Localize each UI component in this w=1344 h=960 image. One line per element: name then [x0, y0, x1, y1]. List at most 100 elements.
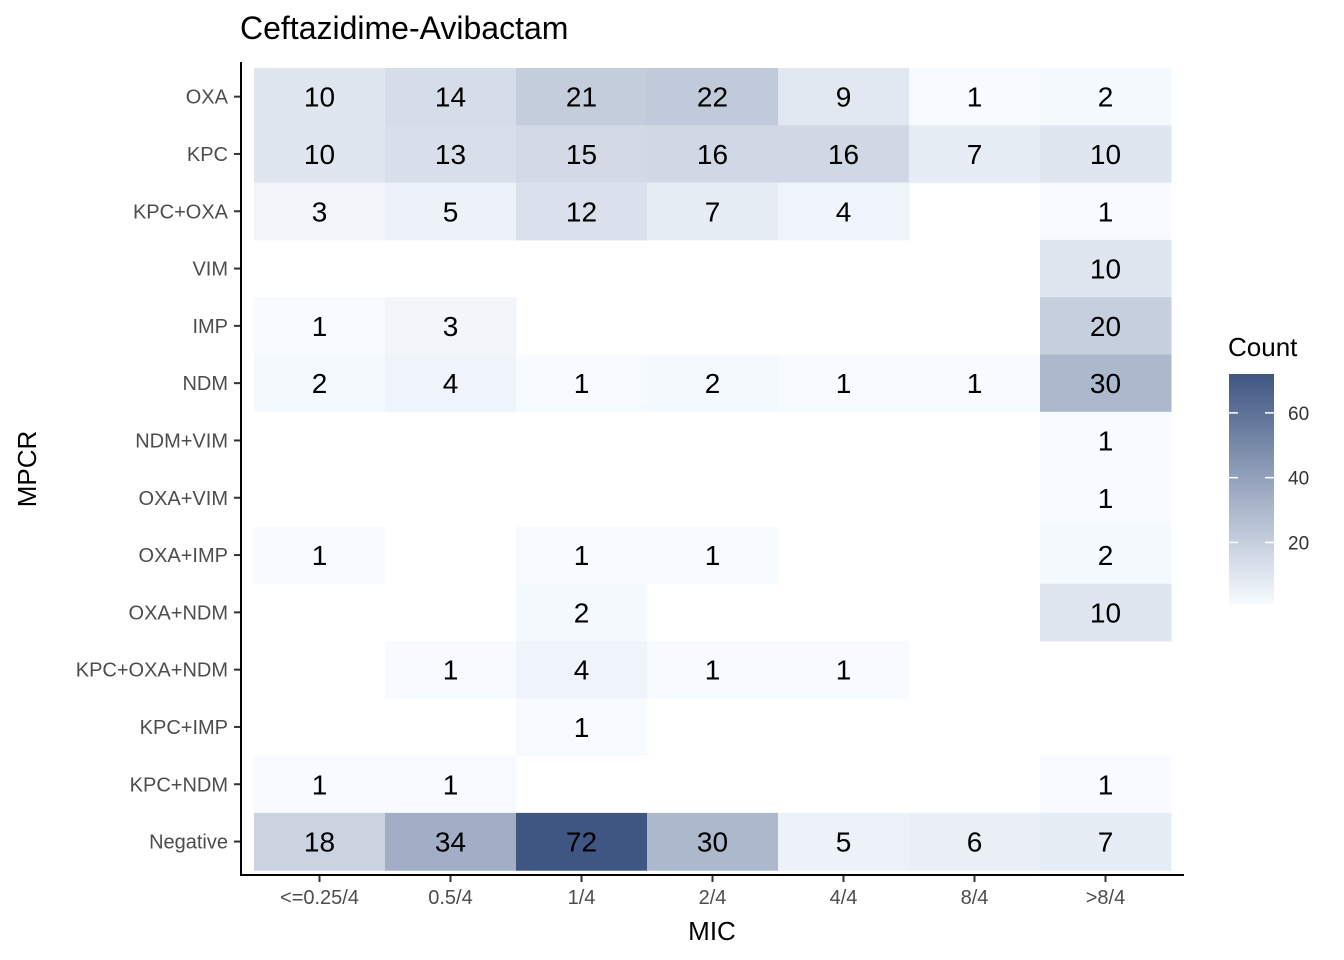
cell-value-label: 12	[566, 196, 597, 227]
heatmap-cell	[254, 297, 386, 355]
cell-value-label: 5	[836, 827, 852, 858]
cell-value-label: 30	[1090, 368, 1121, 399]
heatmap-cell	[385, 812, 517, 871]
y-tick-label: IMP	[192, 316, 228, 338]
cell-value-label: 1	[574, 540, 590, 571]
heatmap-cell	[1040, 354, 1172, 413]
cell-value-label: 20	[1090, 311, 1121, 342]
color-legend: Count 20 40 60	[1228, 332, 1309, 604]
heatmap-cell	[254, 526, 386, 585]
heatmap-cell	[385, 641, 517, 699]
x-tick-label: 0.5/4	[428, 887, 472, 909]
y-tick-label: OXA+VIM	[139, 488, 228, 510]
cell-value-label: 1	[836, 368, 852, 399]
cell-value-label: 1	[1098, 483, 1114, 514]
heatmap-cell	[778, 68, 910, 126]
cell-value-label: 14	[435, 82, 466, 113]
heatmap-cell	[647, 526, 779, 585]
heatmap-cell	[909, 68, 1041, 126]
heatmap-cell	[1040, 125, 1172, 184]
heatmap-cell	[1040, 469, 1172, 527]
legend-ticks: 20 40 60	[1229, 404, 1309, 554]
heatmap-cell	[385, 125, 517, 184]
heatmap-cell	[516, 125, 648, 184]
heatmap-cell	[516, 526, 648, 585]
x-axis-title: MIC	[688, 916, 736, 946]
x-tick-label: <=0.25/4	[280, 887, 359, 909]
cell-value-label: 72	[566, 827, 597, 858]
heatmap-cell	[1040, 812, 1172, 871]
heatmap-cell	[778, 182, 910, 241]
cell-value-label: 2	[312, 368, 328, 399]
heatmap-cell	[909, 125, 1041, 184]
heatmap-cell	[909, 354, 1041, 413]
y-tick-label: OXA	[186, 87, 229, 109]
cell-value-label: 1	[574, 368, 590, 399]
cell-value-label: 1	[967, 82, 983, 113]
chart-title: Ceftazidime-Avibactam	[240, 10, 568, 46]
y-axis-title: MPCR	[12, 431, 42, 508]
cell-value-label: 10	[1090, 139, 1121, 170]
cell-value-label: 1	[443, 769, 459, 800]
y-tick-label: KPC+OXA	[133, 201, 229, 223]
heatmap-cell	[516, 641, 648, 699]
cell-value-label: 2	[1098, 82, 1114, 113]
heatmap-cell	[1040, 755, 1172, 814]
x-axis: <=0.25/4 0.5/4 1/4 2/4 4/4 8/4 >8/4	[240, 874, 1184, 909]
heatmap-cell	[647, 68, 779, 126]
heatmap-cell	[1040, 182, 1172, 241]
cell-value-label: 30	[697, 827, 728, 858]
cell-value-label: 10	[1090, 254, 1121, 285]
cell-value-label: 4	[574, 655, 590, 686]
heatmap-cell	[254, 182, 386, 241]
heatmap-cell	[516, 182, 648, 241]
cell-value-label: 1	[705, 540, 721, 571]
cell-value-label: 1	[574, 712, 590, 743]
cell-value-label: 2	[1098, 540, 1114, 571]
heatmap-cell	[1040, 68, 1172, 126]
legend-tick-label: 40	[1288, 469, 1309, 490]
cell-value-label: 10	[304, 82, 335, 113]
cell-value-label: 5	[443, 196, 459, 227]
cell-value-label: 1	[1098, 769, 1114, 800]
heatmap-cell	[778, 641, 910, 699]
cell-value-label: 1	[312, 769, 328, 800]
cell-value-label: 6	[967, 827, 983, 858]
cell-value-label: 7	[1098, 827, 1114, 858]
heatmap-cell	[516, 812, 648, 871]
cell-value-label: 9	[836, 82, 852, 113]
heatmap-cell	[385, 755, 517, 814]
heatmap-cell	[254, 125, 386, 184]
y-tick-label: KPC+IMP	[140, 717, 228, 739]
cell-value-label: 7	[705, 196, 721, 227]
legend-tick-label: 20	[1288, 533, 1309, 554]
heatmap-cell	[254, 354, 386, 413]
legend-title: Count	[1228, 332, 1298, 362]
cell-value-label: 34	[435, 827, 466, 858]
cell-value-label: 16	[828, 139, 859, 170]
cell-value-label: 15	[566, 139, 597, 170]
y-tick-label: KPC+NDM	[130, 774, 228, 796]
heatmap-cell	[516, 68, 648, 126]
x-tick-label: 2/4	[699, 887, 727, 909]
cell-value-label: 1	[967, 368, 983, 399]
y-tick-label: OXA+NDM	[129, 602, 228, 624]
cell-value-label: 3	[443, 311, 459, 342]
y-tick-label: KPC	[187, 144, 228, 166]
heatmap-cell	[647, 182, 779, 241]
heatmap-cell	[647, 125, 779, 184]
heatmap-cell	[647, 812, 779, 871]
x-tick-label: 4/4	[830, 887, 858, 909]
y-tick-label: Negative	[149, 832, 228, 854]
heatmap-cell	[1040, 411, 1172, 470]
heatmap-cell	[1040, 583, 1172, 642]
cell-value-label: 16	[697, 139, 728, 170]
heatmap-cells	[254, 68, 1172, 871]
heatmap-cell	[647, 354, 779, 413]
cell-value-label: 13	[435, 139, 466, 170]
heatmap-cell	[778, 812, 910, 871]
heatmap-cell	[385, 297, 517, 355]
legend-colorbar	[1229, 374, 1274, 604]
cell-value-label: 18	[304, 827, 335, 858]
